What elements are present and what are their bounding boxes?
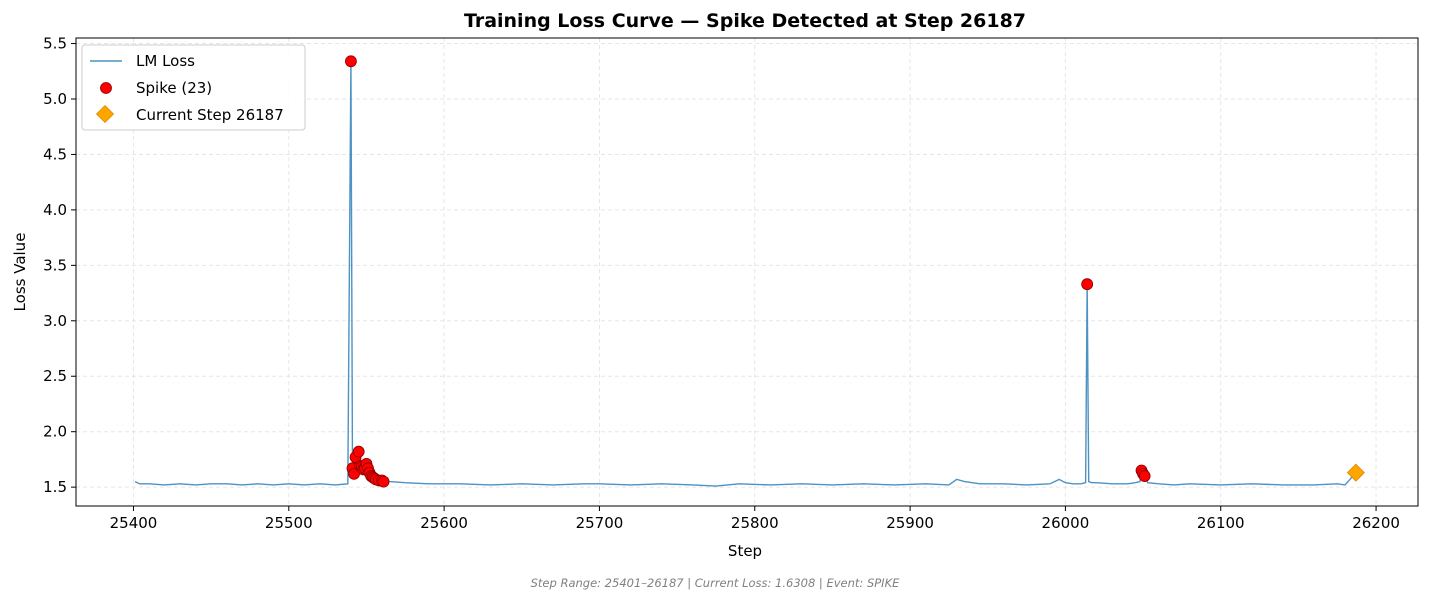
spike-point — [345, 55, 357, 68]
x-tick-label: 25700 — [576, 514, 624, 532]
x-tick-label: 25600 — [420, 514, 468, 532]
spike-point — [352, 445, 365, 458]
y-tick-label: 1.5 — [43, 478, 67, 496]
x-tick-label: 25800 — [731, 514, 779, 532]
spike-point — [1081, 278, 1094, 291]
legend: LM Loss Spike (23) Current Step 26187 — [81, 44, 306, 131]
legend-current-swatch — [95, 104, 115, 124]
legend-label-spike: Spike (23) — [136, 79, 212, 97]
y-tick-label: 3.0 — [43, 312, 67, 330]
legend-spike-swatch — [100, 82, 112, 94]
y-tick-label: 4.5 — [43, 145, 67, 163]
x-tick-label: 25900 — [886, 514, 934, 532]
y-tick-label: 2.5 — [43, 367, 67, 385]
x-axis-ticks: 25400 25500 25600 25700 25800 25900 26000 26100… — [110, 506, 1400, 532]
y-tick-label: 4.0 — [43, 201, 67, 219]
spike-point — [1138, 470, 1151, 482]
plot-frame — [75, 37, 1419, 507]
legend-label-lm-loss: LM Loss — [136, 52, 195, 70]
current-step-marker — [1346, 463, 1365, 482]
chart-title: Training Loss Curve — Spike Detected at … — [464, 10, 1026, 32]
footer-status: Step Range: 25401–26187 | Current Loss: … — [531, 576, 900, 590]
x-tick-label: 26100 — [1197, 514, 1245, 532]
legend-label-current: Current Step 26187 — [136, 106, 284, 124]
y-tick-label: 5.0 — [43, 90, 67, 108]
lm-loss-line — [134, 61, 1357, 487]
y-tick-label: 5.5 — [43, 35, 67, 53]
x-tick-label: 26200 — [1352, 514, 1400, 532]
legend-box — [81, 44, 306, 131]
x-tick-label: 25400 — [110, 514, 158, 532]
current-step-marker-group — [1346, 463, 1365, 482]
y-tick-label: 2.0 — [43, 423, 67, 441]
spike-point — [377, 475, 390, 488]
x-tick-label: 26000 — [1042, 514, 1090, 532]
y-tick-label: 3.5 — [43, 256, 67, 274]
y-axis-label: Loss Value — [11, 233, 29, 312]
x-tick-label: 25500 — [265, 514, 313, 532]
spike-points — [345, 55, 1151, 488]
y-axis-ticks: 1.5 2.0 2.5 3.0 3.5 4.0 4.5 5.0 5.5 — [43, 35, 76, 496]
x-axis-label: Step — [728, 542, 762, 560]
